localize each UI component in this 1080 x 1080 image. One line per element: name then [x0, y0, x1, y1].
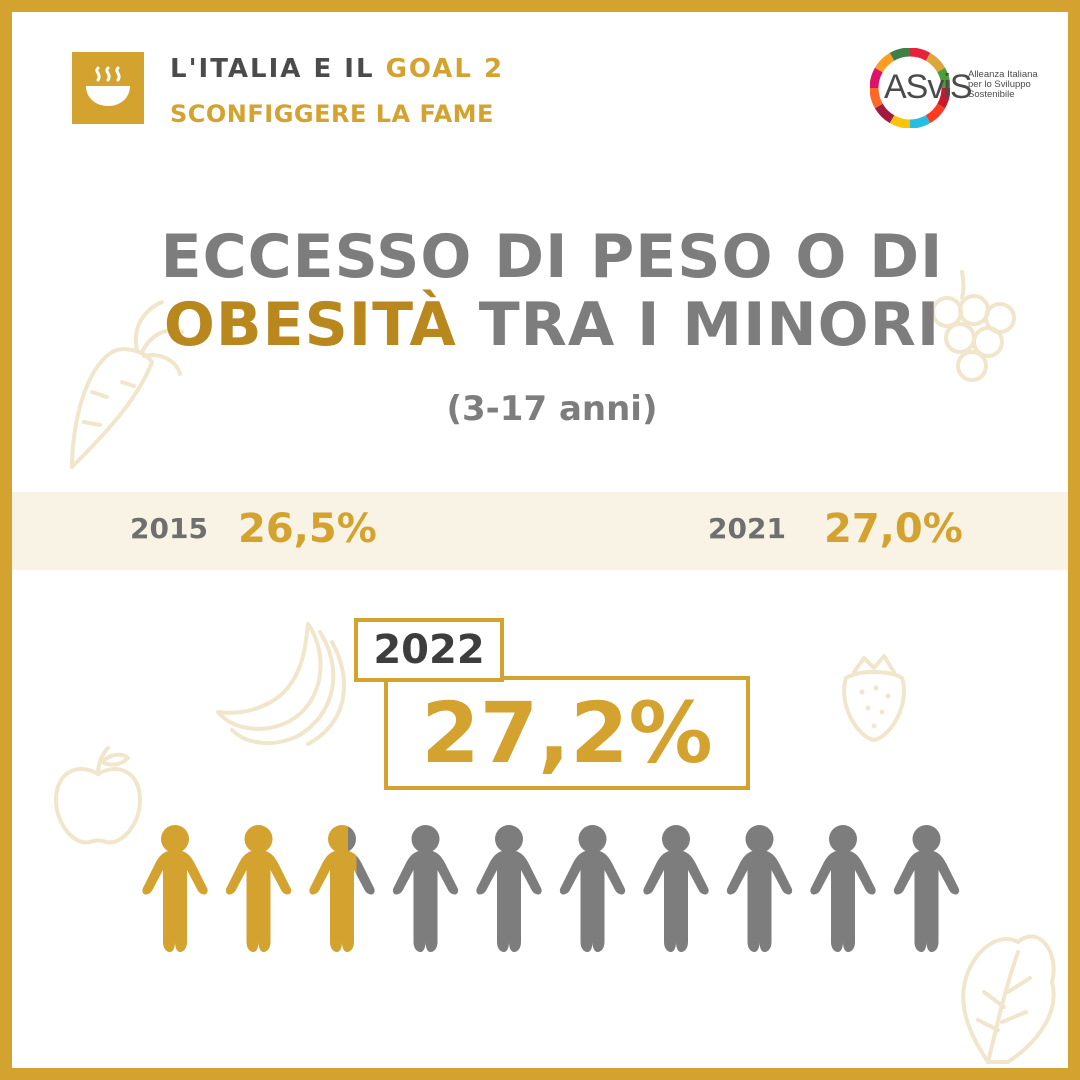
lettuce-icon	[961, 934, 1056, 1064]
person-body	[309, 850, 375, 952]
highlight-year: 2022	[354, 618, 504, 682]
stat-value-2015: 26,5%	[238, 506, 377, 552]
people-pictogram	[142, 825, 960, 952]
person-icon	[643, 825, 709, 952]
person-body	[643, 850, 709, 952]
person-icon	[726, 825, 793, 952]
grapes-icon	[931, 270, 1016, 382]
person-icon	[476, 825, 542, 952]
bowl-icon	[86, 66, 130, 106]
person-icon	[142, 825, 208, 952]
title-line-2: OBESITÀ TRA I MINORI	[12, 290, 1068, 360]
person-icon	[392, 825, 459, 952]
person-body	[476, 850, 542, 952]
person-body	[726, 850, 793, 952]
goal-2-badge	[72, 52, 144, 124]
apple-icon	[54, 746, 142, 845]
banana-icon	[216, 622, 346, 746]
asvis-wordmark: ASviS	[884, 68, 973, 106]
person-icon	[893, 825, 960, 952]
strawberry-icon	[842, 654, 906, 742]
stats-band	[12, 492, 1068, 570]
person-icon	[559, 825, 626, 952]
header-goal-line: L'ITALIA E IL GOAL 2	[170, 54, 504, 84]
asvis-logo: ASviS Alleanza Italiana per lo Sviluppo …	[870, 48, 1050, 128]
header-goal-name: SCONFIGGERE LA FAME	[170, 100, 494, 128]
person-head	[411, 825, 440, 853]
age-range-subtitle: (3-17 anni)	[446, 389, 658, 429]
title-accent-word: OBESITÀ	[163, 290, 457, 360]
person-head	[829, 825, 857, 853]
person-head	[578, 825, 607, 853]
person-body	[810, 850, 876, 952]
person-icon	[225, 825, 292, 952]
person-head	[662, 825, 690, 853]
person-body	[142, 850, 208, 952]
person-head	[244, 825, 273, 853]
person-body	[225, 850, 292, 952]
highlight-value: 27,2%	[384, 676, 750, 790]
person-head	[495, 825, 523, 853]
sdg-wheel-icon	[870, 48, 950, 128]
person-icon	[810, 825, 876, 952]
asvis-subtitle: Alleanza Italiana per lo Sviluppo Sosten…	[968, 69, 1038, 100]
person-body	[893, 850, 960, 952]
title-line-1: ECCESSO DI PESO O DI	[160, 222, 944, 292]
stat-value-2021: 27,0%	[824, 506, 963, 552]
person-body	[559, 850, 626, 952]
person-head	[912, 825, 941, 853]
stat-year-2015: 2015	[130, 512, 208, 545]
title-line-2-rest: TRA I MINORI	[456, 290, 941, 360]
person-head	[745, 825, 774, 853]
stat-year-2021: 2021	[708, 512, 786, 545]
person-head	[328, 825, 356, 853]
carrot-icon	[70, 300, 184, 469]
person-body	[392, 850, 459, 952]
header-prefix: L'ITALIA E IL	[170, 54, 386, 84]
header-goal-number: GOAL 2	[385, 54, 505, 84]
person-head	[161, 825, 189, 853]
person-icon	[309, 825, 375, 952]
